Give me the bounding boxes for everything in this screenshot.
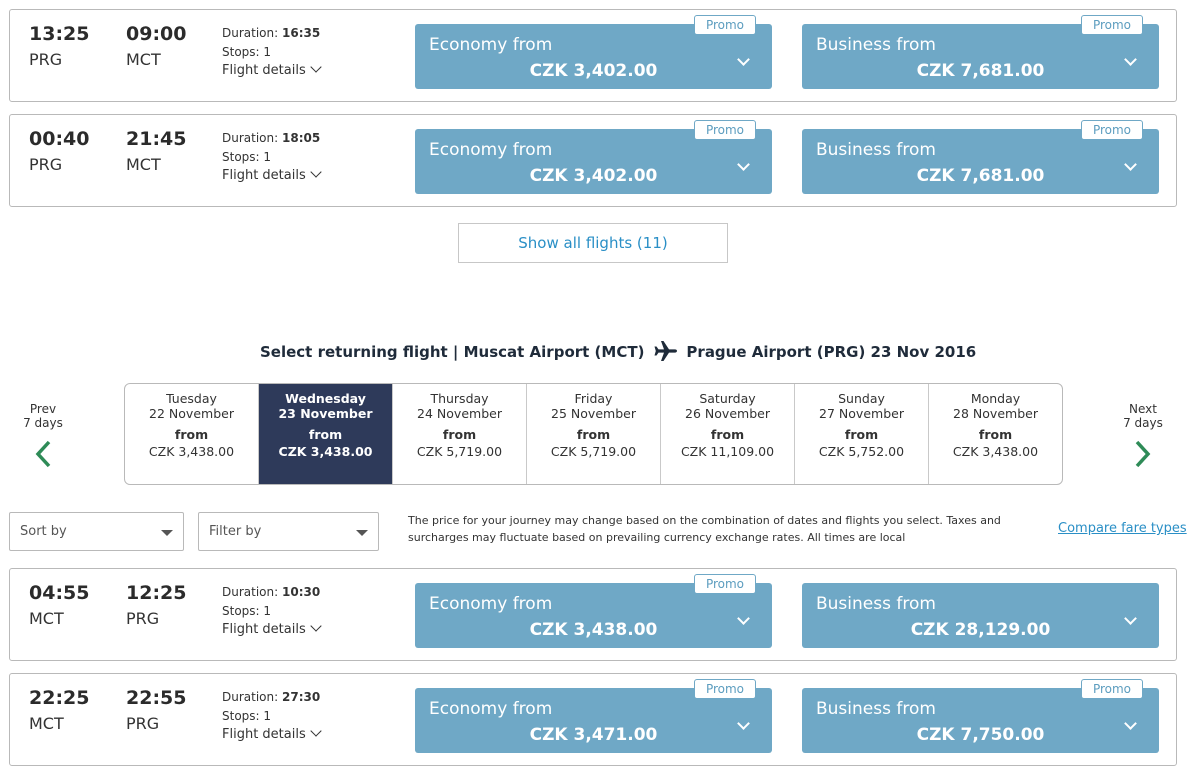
fare-price: CZK 7,681.00 xyxy=(916,61,1045,81)
departure-time: 22:25 xyxy=(29,687,90,709)
next-days-label: 7 days xyxy=(1123,416,1163,430)
stops: Stops: 1 xyxy=(222,45,272,59)
fare-price: CZK 3,471.00 xyxy=(529,725,658,745)
departure-airport: MCT xyxy=(29,609,64,628)
business-fare-button[interactable]: Promo Business from CZK 7,681.00 xyxy=(802,15,1159,89)
economy-fare-button[interactable]: Promo Economy from CZK 3,402.00 xyxy=(415,15,772,89)
chevron-down-icon xyxy=(310,725,322,737)
duration: Duration: 27:30 xyxy=(222,690,321,704)
chevron-down-icon xyxy=(310,620,322,632)
date-selector: Tuesday 22 November from CZK 3,438.00 Wedn… xyxy=(124,383,1063,485)
date-tab[interactable]: Monday 28 November from CZK 3,438.00 xyxy=(952,391,1039,459)
promo-badge: Promo xyxy=(1081,15,1143,35)
departure-airport: PRG xyxy=(29,50,63,69)
arrival-time: 21:45 xyxy=(126,128,187,150)
flight-card: 22:25 MCT 22:55 PRG Duration: 27:30 Stop… xyxy=(9,673,1177,766)
business-fare-button[interactable]: Promo Business from CZK 7,750.00 xyxy=(802,679,1159,753)
flight-details-link[interactable]: Flight details xyxy=(222,61,322,78)
price-notice: The price for your journey may change ba… xyxy=(408,514,1001,544)
stops: Stops: 1 xyxy=(222,709,272,723)
prev-days-label: 7 days xyxy=(23,416,63,430)
arrival-airport: MCT xyxy=(126,50,161,69)
promo-badge: Promo xyxy=(694,15,756,35)
fare-class-label: Economy from xyxy=(429,140,553,160)
chevron-down-icon xyxy=(310,166,322,178)
economy-fare-button[interactable]: Promo Economy from CZK 3,471.00 xyxy=(415,679,772,753)
flight-details-link[interactable]: Flight details xyxy=(222,620,322,637)
fare-price: CZK 7,681.00 xyxy=(916,166,1045,186)
departure-airport: MCT xyxy=(29,714,64,733)
prev-label: Prev xyxy=(29,402,57,416)
dropdown-arrow-icon xyxy=(161,530,173,536)
dropdown-arrow-icon xyxy=(356,530,368,536)
arrival-time: 09:00 xyxy=(126,23,187,45)
returning-flight-title: Select returning flight | Muscat Airport… xyxy=(260,341,976,365)
promo-badge: Promo xyxy=(694,574,756,594)
fare-class-label: Economy from xyxy=(429,35,553,55)
economy-fare-button[interactable]: Promo Economy from CZK 3,438.00 xyxy=(415,574,772,648)
fare-class-label: Business from xyxy=(816,140,936,160)
date-tab[interactable]: Sunday 27 November from CZK 5,752.00 xyxy=(795,384,929,484)
promo-badge: Promo xyxy=(1081,679,1143,699)
fare-class-label: Business from xyxy=(816,594,936,614)
date-tab[interactable]: Thursday 24 November from CZK 5,719.00 xyxy=(393,384,527,484)
show-all-flights-button[interactable]: Show all flights (11) xyxy=(458,223,728,263)
promo-badge: Promo xyxy=(694,679,756,699)
fare-price: CZK 3,402.00 xyxy=(529,166,658,186)
chevron-left-icon xyxy=(35,440,51,468)
fare-price: CZK 7,750.00 xyxy=(916,725,1045,745)
arrival-time: 12:25 xyxy=(126,582,187,604)
arrival-airport: MCT xyxy=(126,155,161,174)
promo-badge: Promo xyxy=(1081,120,1143,140)
flight-details-link[interactable]: Flight details xyxy=(222,725,322,742)
filter-by-dropdown[interactable]: Filter by xyxy=(198,512,379,551)
fare-class-label: Business from xyxy=(816,699,936,719)
next-label: Next xyxy=(1129,402,1157,416)
next-7-days-button[interactable]: Next 7 days xyxy=(1116,402,1170,468)
date-tab[interactable]: Friday 25 November from CZK 5,719.00 xyxy=(527,384,661,484)
sort-by-dropdown[interactable]: Sort by xyxy=(9,512,184,551)
stops: Stops: 1 xyxy=(222,604,272,618)
date-tab[interactable]: Saturday 26 November from CZK 11,109.00 xyxy=(661,384,795,484)
fare-price: CZK 3,438.00 xyxy=(529,620,658,640)
business-fare-button[interactable]: Business from CZK 28,129.00 xyxy=(802,583,1159,648)
fare-class-label: Economy from xyxy=(429,594,553,614)
fare-price: CZK 3,402.00 xyxy=(529,61,658,81)
duration: Duration: 18:05 xyxy=(222,131,321,145)
fare-class-label: Economy from xyxy=(429,699,553,719)
chevron-right-icon xyxy=(1135,440,1151,468)
prev-7-days-button[interactable]: Prev 7 days xyxy=(16,402,70,468)
fare-price: CZK 28,129.00 xyxy=(910,620,1051,640)
date-tab[interactable]: Tuesday 22 November from CZK 3,438.00 xyxy=(125,384,259,484)
departure-time: 13:25 xyxy=(29,23,90,45)
flight-card: 04:55 MCT 12:25 PRG Duration: 10:30 Stop… xyxy=(9,568,1177,661)
economy-fare-button[interactable]: Promo Economy from CZK 3,402.00 xyxy=(415,120,772,194)
stops: Stops: 1 xyxy=(222,150,272,164)
flight-card: 13:25 PRG 09:00 MCT Duration: 16:35 Stop… xyxy=(9,9,1177,102)
arrival-airport: PRG xyxy=(126,609,160,628)
flight-details-link[interactable]: Flight details xyxy=(222,166,322,183)
duration: Duration: 10:30 xyxy=(222,585,321,599)
duration: Duration: 16:35 xyxy=(222,26,321,40)
departure-time: 04:55 xyxy=(29,582,90,604)
chevron-down-icon xyxy=(310,61,322,73)
departure-time: 00:40 xyxy=(29,128,90,150)
promo-badge: Promo xyxy=(694,120,756,140)
plane-icon xyxy=(654,341,678,365)
arrival-airport: PRG xyxy=(126,714,160,733)
flight-card: 00:40 PRG 21:45 MCT Duration: 18:05 Stop… xyxy=(9,114,1177,207)
date-tab-selected[interactable]: Wednesday 23 November from CZK 3,438.00 xyxy=(259,384,393,484)
fare-class-label: Business from xyxy=(816,35,936,55)
departure-airport: PRG xyxy=(29,155,63,174)
arrival-time: 22:55 xyxy=(126,687,187,709)
compare-fare-types-link[interactable]: Compare fare types xyxy=(1058,521,1187,536)
business-fare-button[interactable]: Promo Business from CZK 7,681.00 xyxy=(802,120,1159,194)
